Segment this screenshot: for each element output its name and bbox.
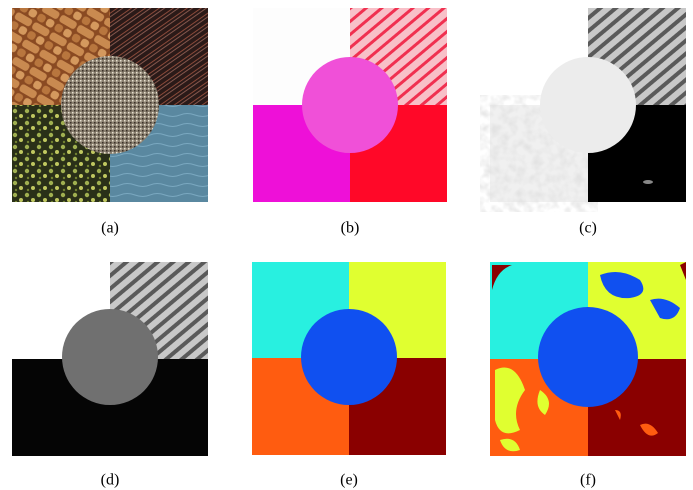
panel-d: [12, 262, 208, 456]
panel-e: [252, 262, 446, 455]
panel-caption: (f): [580, 472, 596, 489]
panel-caption: (d): [101, 472, 120, 489]
panel-caption: (b): [341, 220, 360, 237]
panel-caption: (a): [101, 220, 119, 237]
panel-caption: (c): [579, 220, 597, 237]
panel-a: [12, 8, 208, 202]
panel-c: [490, 8, 686, 202]
panel-f: [490, 262, 686, 456]
panel-b: [253, 8, 447, 202]
panel-caption: (e): [340, 472, 358, 489]
figure: (a) (b) (c) (d) (e) (f): [0, 0, 693, 490]
